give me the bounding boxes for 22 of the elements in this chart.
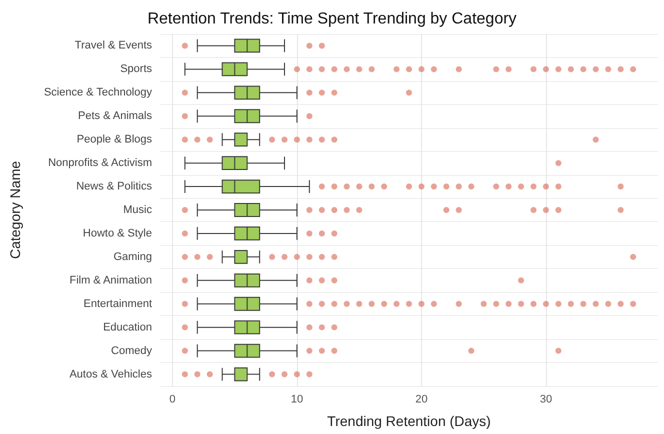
x-tick-label: 10 bbox=[290, 394, 304, 406]
y-tick-label: Howto & Style bbox=[82, 227, 152, 240]
y-axis-title: Category Name bbox=[7, 160, 23, 260]
x-axis-title: Trending Retention (Days) bbox=[327, 413, 491, 429]
y-tick-label: Sports bbox=[120, 63, 152, 76]
y-tick-label: People & Blogs bbox=[76, 134, 152, 146]
y-tick-label: Comedy bbox=[111, 344, 152, 357]
y-tick-label: Music bbox=[123, 204, 152, 216]
y-tick-label: Education bbox=[103, 321, 152, 334]
y-tick-label: Travel & Events bbox=[74, 40, 152, 52]
y-tick-label: Science & Technology bbox=[44, 86, 152, 99]
x-tick-label: 20 bbox=[415, 394, 428, 406]
y-tick-label: Nonprofits & Activism bbox=[48, 157, 152, 170]
x-tick-label: 0 bbox=[169, 394, 176, 406]
y-tick-label: Film & Animation bbox=[69, 274, 152, 286]
y-tick-label: Entertainment bbox=[84, 298, 152, 310]
y-tick-label: News & Politics bbox=[76, 180, 152, 193]
y-tick-label: Pets & Animals bbox=[78, 110, 152, 122]
x-tick-label: 30 bbox=[540, 394, 552, 406]
y-tick-label: Gaming bbox=[113, 250, 152, 263]
y-tick-label: Autos & Vehicles bbox=[69, 368, 152, 380]
chart-title: Retention Trends: Time Spent Trending by Category bbox=[147, 10, 517, 28]
